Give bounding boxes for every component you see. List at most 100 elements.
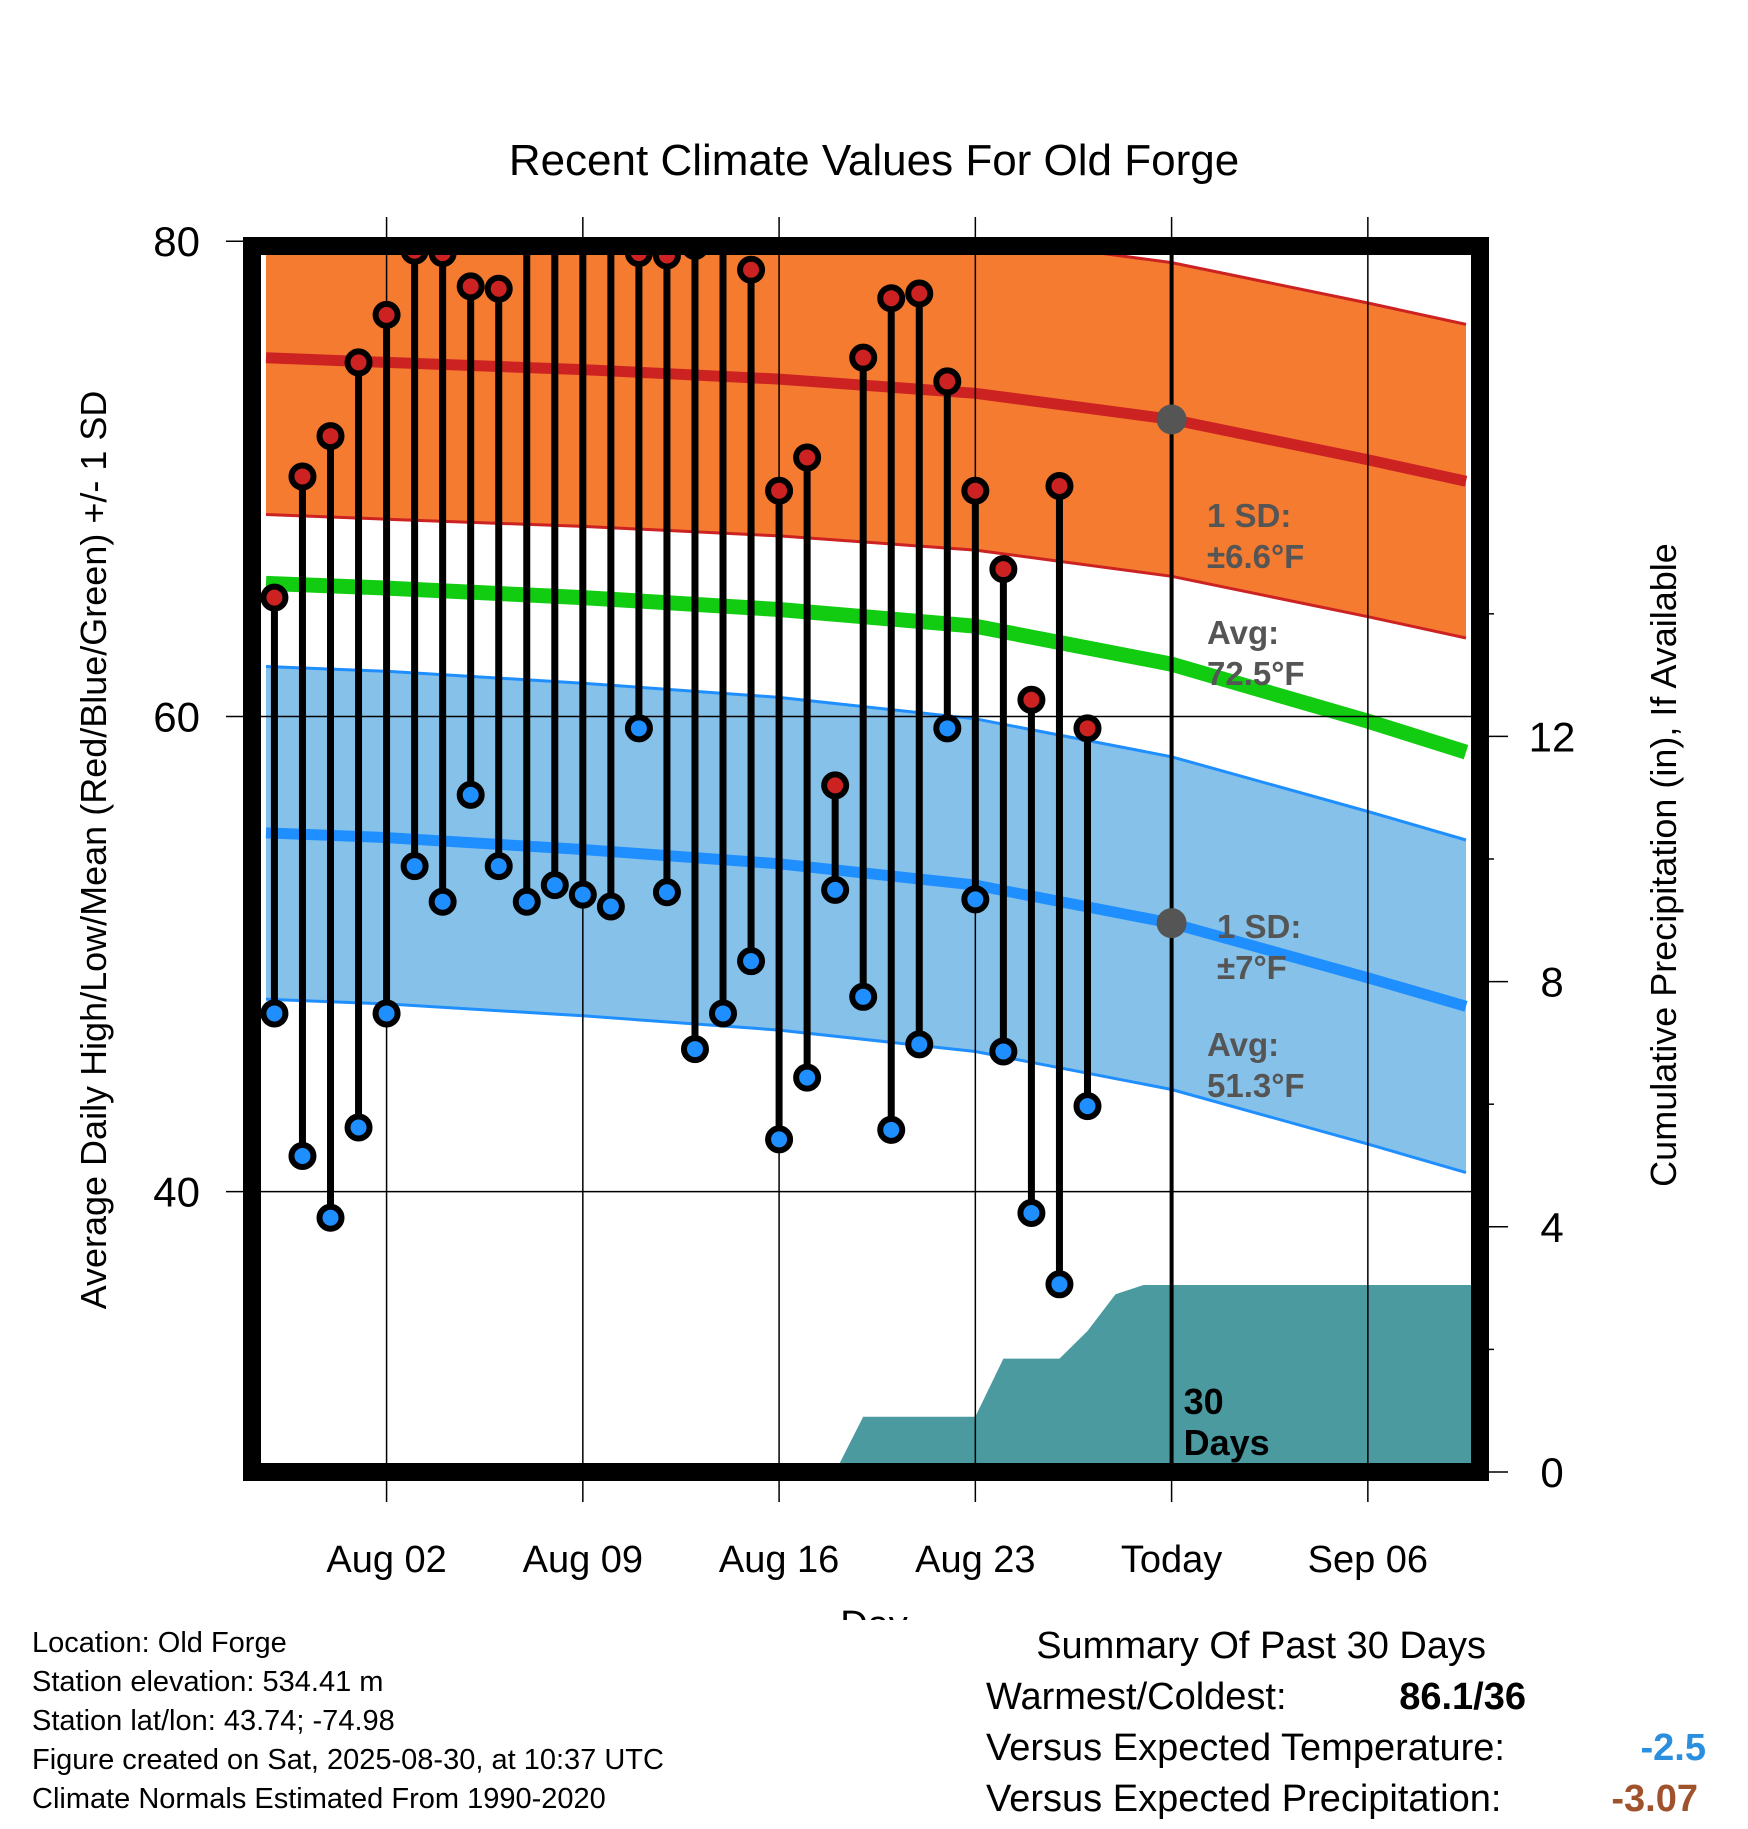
daily-high-point [1017, 685, 1046, 714]
daily-high-point [344, 348, 373, 377]
daily-low-point [624, 714, 653, 743]
daily-high-point [877, 284, 906, 313]
low-normal-line [265, 827, 1468, 1012]
today-days-label: Days [1184, 1422, 1270, 1463]
temp-departure-value: -2.5 [1640, 1727, 1706, 1769]
daily-high-point [933, 367, 962, 396]
daily-high-point [765, 476, 794, 505]
daily-low-point [596, 892, 625, 921]
high-sd-label: 1 SD: [1207, 497, 1291, 534]
daily-low-point [456, 780, 485, 809]
low-band-upper-edge [265, 665, 1467, 842]
daily-low-point [316, 1203, 345, 1232]
daily-low-point [765, 1125, 794, 1154]
daily-low-point [680, 1035, 709, 1064]
daily-low-point [512, 887, 541, 916]
daily-low-point [652, 878, 681, 907]
low-avg-label: Avg: [1207, 1026, 1279, 1063]
high-avg-label: Avg: [1207, 614, 1279, 651]
daily-low-point [961, 885, 990, 914]
elevation-text: Station elevation: 534.41 m [32, 1666, 384, 1698]
daily-low-point [400, 852, 429, 881]
today-count-label: 30 [1184, 1381, 1224, 1422]
daily-low-point [793, 1063, 822, 1092]
x-tick-label: Aug 02 [326, 1539, 446, 1581]
y-axis-label: Average Daily High/Low/Mean (Red/Blue/Gr… [73, 391, 114, 1310]
low-avg-value: 51.3°F [1207, 1067, 1305, 1104]
daily-high-point [905, 279, 934, 308]
y2-axis-label: Cumulative Precipitation (in), If Availa… [1643, 543, 1684, 1187]
x-tick-label: Aug 23 [915, 1539, 1035, 1581]
daily-high-point [600, 88, 622, 110]
daily-low-point [737, 947, 766, 976]
daily-high-point [1073, 714, 1102, 743]
low-sd-label: 1 SD: [1217, 908, 1301, 945]
latlon-text: Station lat/lon: 43.74; -74.98 [32, 1705, 395, 1737]
x-tick-label: Aug 09 [523, 1539, 643, 1581]
summary-title: Summary Of Past 30 Days [1036, 1625, 1486, 1667]
daily-low-point [568, 880, 597, 909]
daily-low-point [933, 714, 962, 743]
normals-text: Climate Normals Estimated From 1990-2020 [32, 1783, 606, 1815]
daily-high-point [456, 272, 485, 301]
daily-low-point [344, 1113, 373, 1142]
created-text: Figure created on Sat, 2025-08-30, at 10… [32, 1744, 664, 1776]
daily-low-point [372, 999, 401, 1028]
daily-high-point [737, 255, 766, 284]
daily-low-point [540, 871, 569, 900]
high-avg-value: 72.5°F [1207, 655, 1305, 692]
high-band-lower-edge [265, 513, 1467, 640]
low-sd-value: ±7°F [1217, 949, 1287, 986]
y2-tick-label: 12 [1529, 713, 1576, 760]
high-band-upper-edge [1035, 246, 1467, 326]
climate-chart: Recent Climate Values For Old Forge 30Da… [73, 88, 1684, 1620]
daily-high-point [484, 274, 513, 303]
daily-low-point [821, 875, 850, 904]
daily-low-point [428, 887, 457, 916]
x-tick-label: Aug 16 [719, 1539, 839, 1581]
temp-departure-label: Versus Expected Temperature: [986, 1727, 1505, 1769]
daily-high-point [372, 300, 401, 329]
daily-high-point [793, 443, 822, 472]
daily-low-point [877, 1115, 906, 1144]
mean-normal-line [265, 575, 1469, 760]
daily-low-point [288, 1141, 317, 1170]
daily-low-point [1045, 1270, 1074, 1299]
daily-low-point [1073, 1092, 1102, 1121]
daily-low-point [484, 852, 513, 881]
warmest-coldest-value: 86.1/36 [1399, 1676, 1526, 1718]
y2-tick-label: 8 [1540, 959, 1563, 1006]
daily-high-point [989, 555, 1018, 584]
precip-departure-value: -3.07 [1611, 1778, 1698, 1820]
chart-title: Recent Climate Values For Old Forge [509, 136, 1239, 185]
daily-high-point [316, 422, 345, 451]
high-normal-line [265, 352, 1468, 487]
today-low-normal-marker [1156, 908, 1187, 939]
daily-high-point [516, 192, 538, 214]
daily-low-point [989, 1037, 1018, 1066]
y-tick-label: 60 [153, 693, 200, 740]
y2-tick-label: 0 [1540, 1449, 1563, 1496]
x-tick-label: Sep 06 [1308, 1539, 1428, 1581]
daily-high-point [288, 462, 317, 491]
daily-high-point [821, 771, 850, 800]
daily-low-point [1017, 1199, 1046, 1228]
daily-high-point [849, 343, 878, 372]
station-info: Location: Old Forge Station elevation: 5… [32, 1624, 664, 1819]
y-tick-label: 80 [153, 218, 200, 265]
location-text: Location: Old Forge [32, 1627, 287, 1659]
low-band-lower-edge [265, 997, 1467, 1175]
daily-low-point [849, 982, 878, 1011]
daily-low-point [709, 999, 738, 1028]
high-sd-value: ±6.6°F [1207, 538, 1304, 575]
summary-panel: Summary Of Past 30 Days Warmest/Coldest:… [986, 1625, 1706, 1829]
x-tick-label: Today [1121, 1539, 1222, 1581]
y2-tick-label: 4 [1540, 1204, 1563, 1251]
daily-high-point [961, 476, 990, 505]
warmest-coldest-label: Warmest/Coldest: [986, 1676, 1287, 1718]
cumulative-precip-area [759, 1285, 1480, 1472]
precip-departure-label: Versus Expected Precipitation: [986, 1778, 1502, 1820]
daily-low-point [260, 999, 289, 1028]
